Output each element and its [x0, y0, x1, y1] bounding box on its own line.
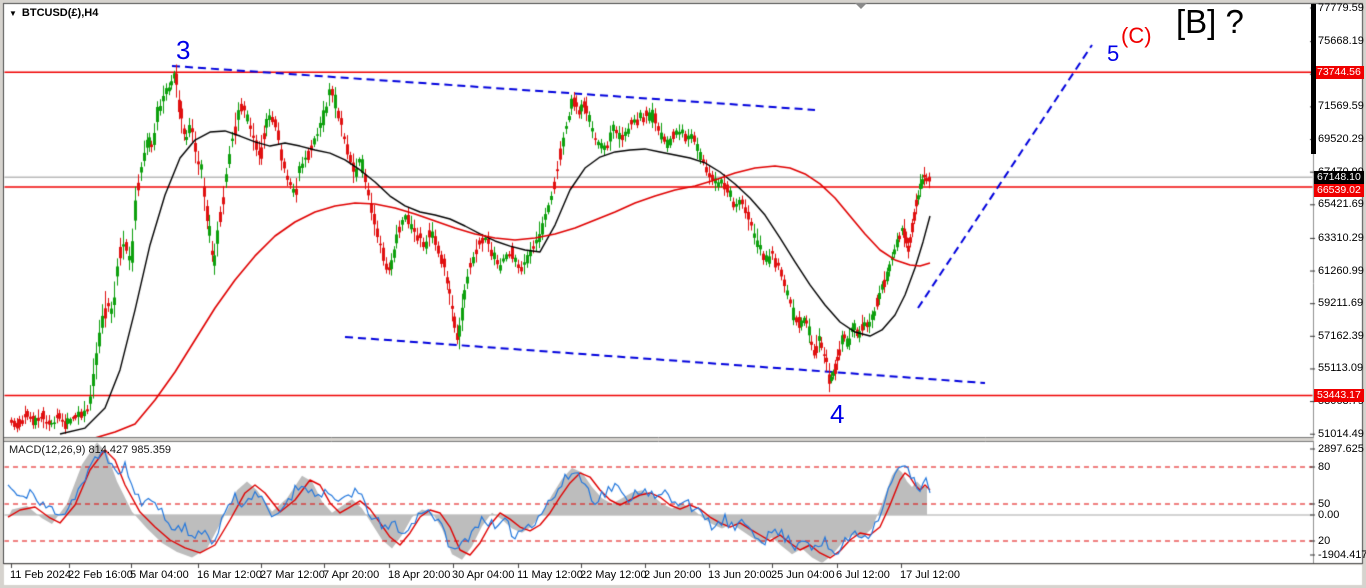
vertical-line-object: [1311, 4, 1316, 154]
symbol-dropdown-icon[interactable]: ▼: [9, 8, 17, 18]
symbol-label: BTCUSD(£),H4: [21, 7, 99, 19]
object-anchor-triangle-icon: [855, 3, 867, 9]
symbol-title: ▼ BTCUSD(£),H4: [9, 7, 98, 19]
macd-indicator-label: MACD(12,26,9) 814.427 985.359: [9, 444, 172, 456]
